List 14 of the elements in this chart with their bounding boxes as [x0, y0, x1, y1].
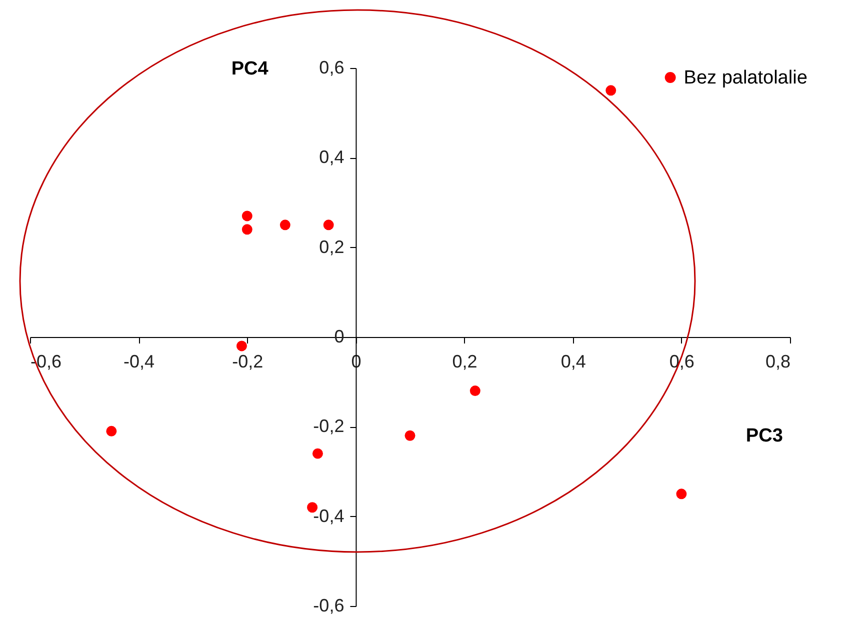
x-tick-label: 0,4: [560, 352, 586, 372]
y-tick-label: 0,4: [319, 147, 344, 168]
y-tick-label: -0,4: [313, 506, 344, 526]
y-tick-label: -0,2: [313, 416, 344, 436]
y-tick-label: 0,2: [319, 236, 344, 257]
y-tick-label: 0,6: [319, 58, 344, 78]
legend-label: Bez palatolalie: [684, 68, 808, 88]
y-axis-title: PC4: [231, 58, 269, 80]
x-tick-label: -0,4: [124, 352, 155, 372]
x-tick-label: -0,2: [232, 352, 264, 372]
y-tick-label: -0,6: [313, 596, 344, 616]
x-tick-label: 0,2: [452, 352, 478, 372]
x-tick-label: 0,8: [765, 352, 790, 372]
x-axis-title: PC3: [746, 425, 783, 446]
